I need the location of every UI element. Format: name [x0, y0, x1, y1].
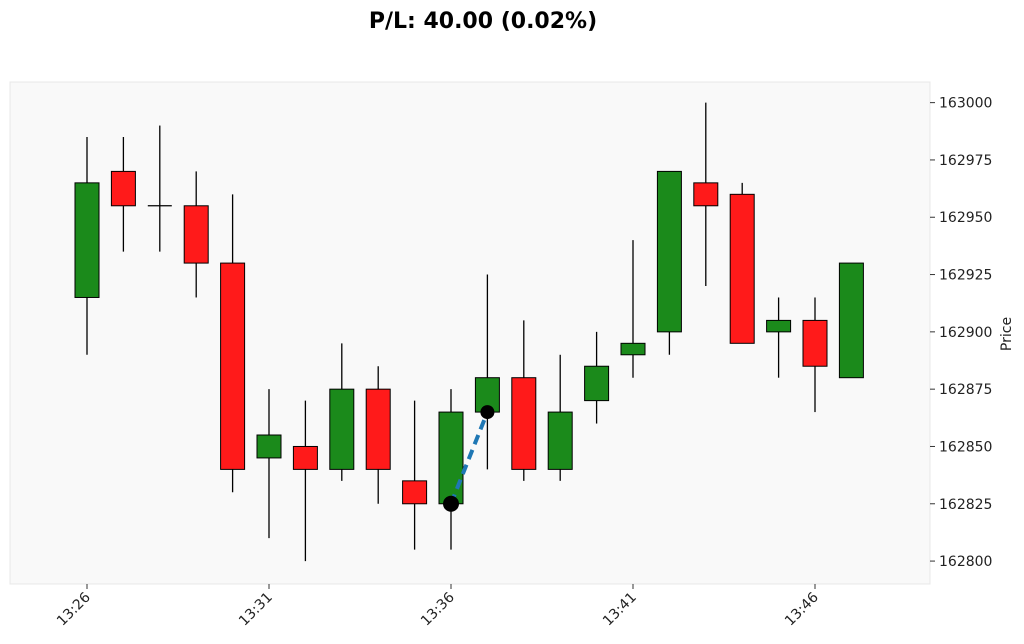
candle-body-up: [438, 411, 464, 505]
x-tick-label: 13:36: [418, 589, 458, 629]
candle-body-up: [547, 411, 573, 470]
x-tick-label: 13:31: [236, 590, 276, 630]
candle: [292, 400, 318, 562]
x-tick-label: 13:26: [54, 589, 94, 629]
candle: [256, 389, 282, 539]
y-tick-label: 162975: [939, 153, 992, 169]
candle-body-up: [74, 182, 100, 298]
candle-body-up: [584, 365, 610, 402]
trade-line: [449, 411, 490, 505]
candle-body-down: [220, 262, 246, 470]
candle: [402, 400, 428, 550]
candle: [183, 171, 209, 298]
candle: [766, 297, 792, 378]
candle: [329, 343, 355, 481]
candle-body-down: [802, 319, 828, 367]
candle-body-up: [620, 342, 646, 356]
candle-body-down: [365, 388, 391, 470]
candles: [74, 102, 864, 562]
y-tick-label: 162825: [939, 497, 992, 513]
candle: [74, 137, 100, 355]
exit-marker: [480, 405, 495, 420]
candle-body-up: [838, 262, 864, 379]
y-tick-label: 162800: [939, 554, 992, 570]
candle: [656, 170, 682, 355]
chart-title: P/L: 40.00 (0.02%): [369, 9, 597, 34]
y-tick-label: 162925: [939, 268, 992, 284]
candle: [147, 125, 172, 252]
y-tick-label: 162950: [939, 210, 992, 226]
candle: [220, 194, 246, 493]
candle: [365, 366, 391, 504]
x-axis: 13:26 13:31 13:36 13:41 13:46: [54, 584, 822, 629]
y-tick-label: 162875: [939, 382, 992, 398]
candle: [693, 102, 719, 287]
y-tick-label: 162850: [939, 439, 992, 455]
candle-body-down: [110, 170, 136, 207]
candle-body-down: [402, 480, 428, 505]
candle-body-up: [256, 434, 282, 459]
plot-area: [9, 81, 931, 585]
x-tick-label: 13:41: [600, 590, 640, 630]
candle: [838, 262, 864, 379]
candle-body-up: [329, 388, 355, 470]
candle: [729, 182, 755, 344]
y-tick-label: 162900: [939, 325, 992, 341]
candle-body-down: [729, 193, 755, 344]
candle-body-down: [292, 445, 318, 470]
candle: [511, 320, 537, 481]
candle-body-up: [656, 170, 682, 333]
candle-body-down: [183, 205, 209, 264]
y-tick-label: 163000: [939, 96, 992, 112]
candle: [620, 240, 646, 378]
candle: [110, 137, 136, 252]
y-axis: 162800 162825 162850 162875 162900 162925 1629…: [930, 96, 992, 570]
entry-marker: [443, 495, 459, 512]
candle-body-down: [511, 377, 537, 470]
candle-body-down: [693, 182, 719, 207]
candle-body-up: [766, 319, 792, 333]
candle: [584, 331, 610, 424]
candle: [547, 354, 573, 481]
candle: [802, 297, 828, 413]
trade-overlay: [443, 405, 495, 512]
x-tick-label: 13:46: [782, 589, 822, 629]
y-axis-label: Price: [999, 317, 1015, 351]
